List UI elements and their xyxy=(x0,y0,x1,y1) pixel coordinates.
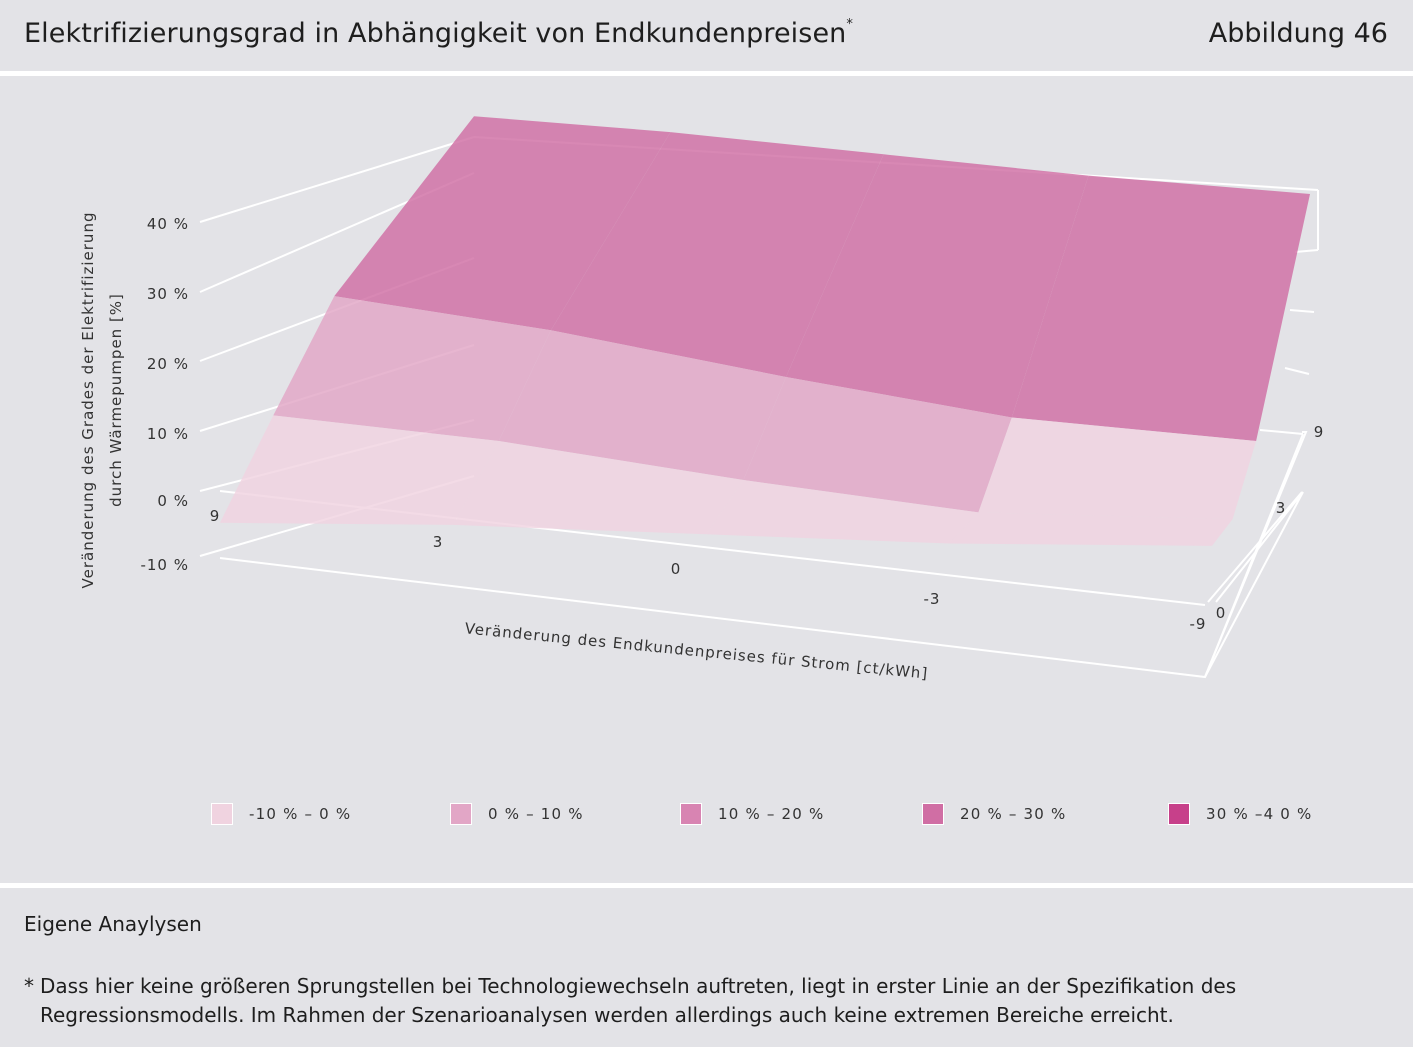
legend-item: 10 % – 20 % xyxy=(680,803,824,825)
surface-patch xyxy=(949,512,1233,546)
legend-item: 30 % –4 0 % xyxy=(1168,803,1312,825)
surface-patch xyxy=(1011,175,1310,441)
top-divider xyxy=(0,71,1413,76)
title-footnote-mark: * xyxy=(846,17,853,32)
figure-label: Abbildung 46 xyxy=(1208,18,1388,49)
y-tick-label: 0 xyxy=(1216,604,1227,622)
z-tick-label: -10 % xyxy=(140,556,189,574)
x-tick-label: -9 xyxy=(1190,615,1207,633)
legend-swatch xyxy=(211,803,233,825)
x-axis-title: Veränderung des Endkundenpreises für Str… xyxy=(464,619,929,682)
legend-label: 0 % – 10 % xyxy=(488,805,584,823)
legend-swatch xyxy=(1168,803,1190,825)
legend-item: 20 % – 30 % xyxy=(922,803,1066,825)
floor-right-diagonal-2 xyxy=(1207,491,1303,603)
surface-patch xyxy=(550,132,884,377)
z-gridline-right xyxy=(1289,309,1315,313)
z-axis-title-line2: durch Wärmepumpen [%] xyxy=(107,293,125,507)
legend-label: 10 % – 20 % xyxy=(718,805,825,823)
surface-patch xyxy=(453,441,744,535)
footnote-mark: * xyxy=(24,974,34,998)
legend-swatch xyxy=(680,803,702,825)
floor-right-edge xyxy=(1204,491,1304,678)
source-note: Eigene Anaylysen xyxy=(24,912,202,936)
legend-swatch xyxy=(922,803,944,825)
y-tick-label: 9 xyxy=(1314,423,1325,441)
z-tick-label: 0 % xyxy=(157,492,189,510)
footnote: * Dass hier keine größeren Sprungstellen… xyxy=(24,972,1364,1030)
z-tick-label: 20 % xyxy=(147,355,189,373)
z-tick-label: 10 % xyxy=(147,425,189,443)
header: Elektrifizierungsgrad in Abhängigkeit vo… xyxy=(0,0,1413,70)
z-gridline xyxy=(199,136,475,223)
surface-patch xyxy=(220,415,499,525)
y-tick-label: 3 xyxy=(1276,499,1287,517)
chart-title: Elektrifizierungsgrad in Abhängigkeit vo… xyxy=(24,17,853,49)
bottom-divider xyxy=(0,883,1413,888)
surface-patch xyxy=(743,377,1012,513)
legend-label: 20 % – 30 % xyxy=(960,805,1067,823)
z-gridline-right xyxy=(1284,367,1310,375)
z-tick-label: 40 % xyxy=(147,215,189,233)
legend-label: 30 % –4 0 % xyxy=(1206,805,1313,823)
legend-item: 0 % – 10 % xyxy=(450,803,584,825)
surface-patch xyxy=(273,296,551,441)
surface-patch xyxy=(334,116,671,331)
z-gridline-right xyxy=(1259,429,1304,435)
x-tick-label: -3 xyxy=(924,590,941,608)
footnote-text: Dass hier keine größeren Sprungstellen b… xyxy=(40,974,1237,1027)
z-gridline-right xyxy=(1294,249,1319,253)
z-tick-label: 30 % xyxy=(147,285,189,303)
legend-label: -10 % – 0 % xyxy=(249,805,352,823)
floor-right-diagonal xyxy=(1204,433,1304,678)
surface-patch xyxy=(498,330,786,480)
x-tick-label: 9 xyxy=(210,507,221,525)
surface-plot xyxy=(220,116,1310,546)
legend-swatch xyxy=(450,803,472,825)
surface-patch xyxy=(978,417,1257,520)
surface-patch xyxy=(786,154,1089,418)
legend: -10 % – 0 % 0 % – 10 % 10 % – 20 % 20 % – 3… xyxy=(0,803,1413,829)
surface-chart: -10 % 0 % 10 % 20 % 30 % 40 % Veränderung des … xyxy=(79,116,1325,683)
surface-patch xyxy=(706,480,979,544)
floor-front-edge xyxy=(219,431,1308,679)
legend-item: -10 % – 0 % xyxy=(211,803,351,825)
z-axis-title-line1: Veränderung des Grades der Elektrifizier… xyxy=(79,212,97,589)
x-tick-label: 0 xyxy=(671,560,682,578)
x-tick-label: 3 xyxy=(433,533,444,551)
